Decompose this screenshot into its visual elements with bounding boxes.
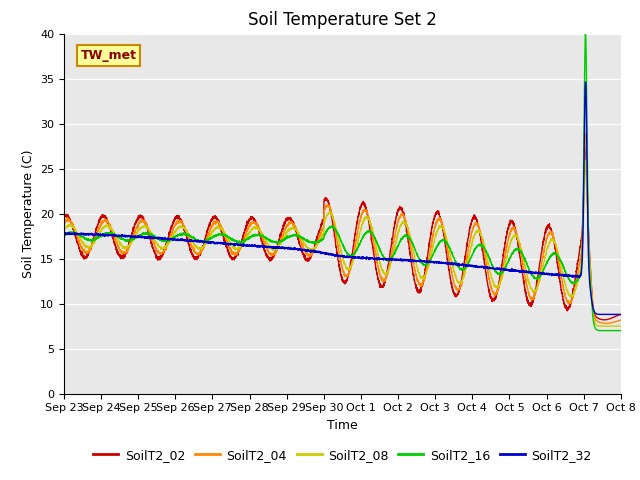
SoilT2_04 — [216, 221, 223, 227]
SoilT2_32 — [216, 240, 223, 246]
SoilT2_32 — [582, 79, 589, 85]
SoilT2_02 — [582, 139, 589, 144]
SoilT2_16 — [406, 237, 414, 242]
SoilT2_02 — [600, 317, 608, 323]
SoilT2_04 — [617, 317, 625, 323]
SoilT2_02 — [564, 307, 572, 312]
SoilT2_04 — [179, 221, 187, 227]
Line: SoilT2_04: SoilT2_04 — [64, 133, 621, 324]
SoilT2_04 — [60, 220, 68, 226]
SoilT2_08 — [617, 323, 625, 329]
SoilT2_04 — [406, 241, 414, 247]
SoilT2_08 — [564, 290, 572, 296]
SoilT2_04 — [582, 131, 589, 136]
SoilT2_16 — [582, 31, 589, 36]
Line: SoilT2_02: SoilT2_02 — [64, 142, 621, 320]
SoilT2_16 — [216, 231, 223, 237]
SoilT2_02 — [397, 205, 404, 211]
SoilT2_08 — [216, 225, 223, 230]
X-axis label: Time: Time — [327, 419, 358, 432]
Legend: SoilT2_02, SoilT2_04, SoilT2_08, SoilT2_16, SoilT2_32: SoilT2_02, SoilT2_04, SoilT2_08, SoilT2_… — [88, 444, 596, 467]
SoilT2_08 — [179, 225, 187, 230]
SoilT2_32 — [406, 257, 414, 263]
SoilT2_16 — [564, 274, 572, 280]
Line: SoilT2_32: SoilT2_32 — [64, 82, 621, 314]
Y-axis label: Soil Temperature (C): Soil Temperature (C) — [22, 149, 35, 278]
SoilT2_32 — [617, 312, 625, 317]
SoilT2_16 — [60, 232, 68, 238]
SoilT2_04 — [397, 214, 404, 220]
SoilT2_02 — [179, 224, 187, 229]
SoilT2_02 — [617, 312, 625, 317]
SoilT2_02 — [216, 221, 223, 227]
SoilT2_04 — [617, 317, 625, 323]
Title: Soil Temperature Set 2: Soil Temperature Set 2 — [248, 11, 437, 29]
SoilT2_08 — [582, 158, 589, 164]
SoilT2_16 — [617, 328, 625, 334]
Line: SoilT2_16: SoilT2_16 — [64, 34, 621, 331]
SoilT2_04 — [602, 321, 610, 326]
SoilT2_02 — [617, 312, 625, 317]
SoilT2_08 — [617, 323, 625, 329]
SoilT2_08 — [397, 222, 404, 228]
SoilT2_02 — [406, 253, 414, 259]
SoilT2_02 — [60, 215, 68, 220]
SoilT2_08 — [406, 234, 414, 240]
SoilT2_16 — [617, 328, 625, 334]
SoilT2_32 — [617, 312, 625, 317]
Line: SoilT2_08: SoilT2_08 — [64, 161, 621, 326]
SoilT2_32 — [60, 230, 68, 236]
Text: TW_met: TW_met — [81, 49, 137, 62]
SoilT2_32 — [564, 273, 572, 279]
SoilT2_32 — [397, 258, 404, 264]
SoilT2_08 — [60, 228, 68, 233]
SoilT2_32 — [179, 238, 187, 243]
SoilT2_16 — [397, 238, 404, 244]
SoilT2_16 — [179, 230, 187, 236]
SoilT2_04 — [564, 298, 572, 303]
